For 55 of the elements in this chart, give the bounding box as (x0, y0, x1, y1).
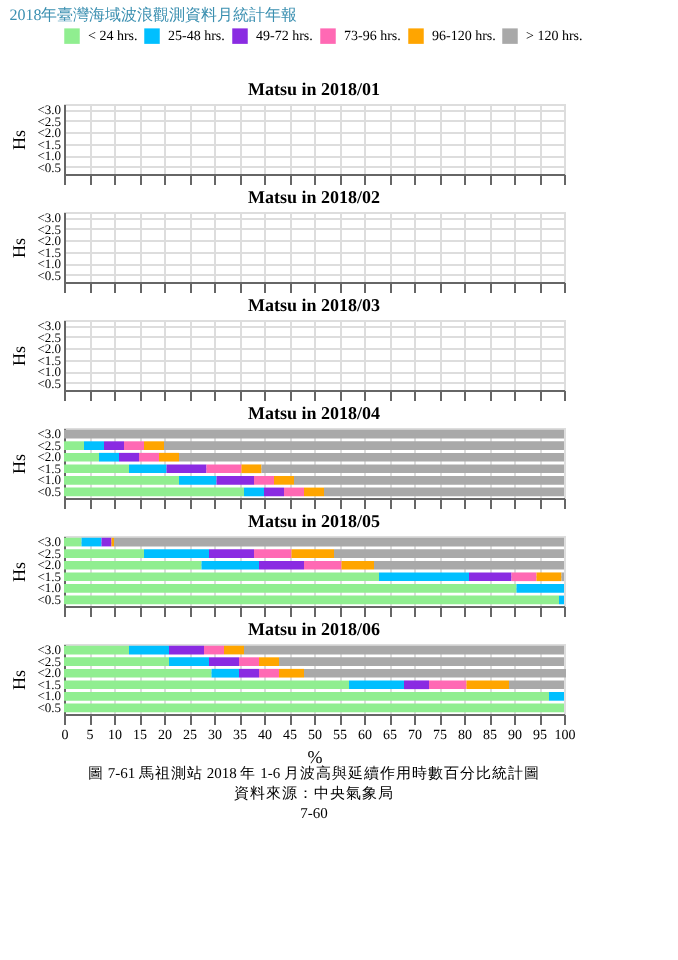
bar (169, 657, 209, 666)
bar (211, 668, 239, 678)
bar (304, 487, 324, 497)
bar (291, 549, 334, 558)
bar (254, 549, 292, 558)
bar (404, 680, 429, 690)
bar (216, 476, 254, 485)
bar (254, 476, 274, 485)
bar (279, 668, 304, 678)
bar (241, 464, 262, 474)
chart-title: Matsu in 2018/06 (247, 619, 381, 640)
bar (469, 572, 512, 582)
bar (466, 680, 509, 690)
y-axis-title: Hs (9, 129, 30, 151)
bar (349, 680, 404, 690)
bar (81, 537, 102, 547)
y-axis-title: Hs (9, 669, 30, 691)
y-axis-title: Hs (9, 453, 30, 475)
chart-title: Matsu in 2018/01 (247, 79, 381, 100)
bar (179, 476, 217, 485)
chart-title: Matsu in 2018/03 (247, 295, 381, 316)
bar (206, 464, 242, 474)
bar (101, 537, 112, 547)
bar (204, 645, 224, 655)
bar (274, 476, 294, 485)
bar (239, 657, 259, 666)
bar (259, 657, 279, 666)
chart-title: Matsu in 2018/02 (247, 187, 381, 208)
bar (129, 645, 169, 655)
y-axis-title: Hs (9, 237, 30, 259)
y-axis-title: Hs (9, 345, 30, 367)
bar (284, 487, 304, 497)
bar (209, 549, 254, 558)
bar (224, 645, 244, 655)
chart-title: Matsu in 2018/05 (247, 511, 381, 532)
bar (259, 560, 304, 570)
bar (549, 692, 564, 701)
bar (244, 487, 264, 497)
bar (511, 572, 537, 582)
bar (209, 657, 239, 666)
chart-title: Matsu in 2018/04 (247, 403, 381, 424)
bar (379, 572, 469, 582)
text: 2018年臺灣海域波浪觀測資料月統計年報 (9, 6, 298, 24)
bar (239, 668, 259, 678)
bar (129, 464, 167, 474)
bar (259, 668, 279, 678)
bar (341, 560, 374, 570)
bar (169, 645, 204, 655)
bar (429, 680, 467, 690)
bar (264, 487, 284, 497)
y-axis-title: Hs (9, 561, 30, 583)
bar (304, 560, 342, 570)
x-axis-title: % (307, 747, 324, 767)
bar (166, 464, 207, 474)
bar (536, 572, 562, 582)
